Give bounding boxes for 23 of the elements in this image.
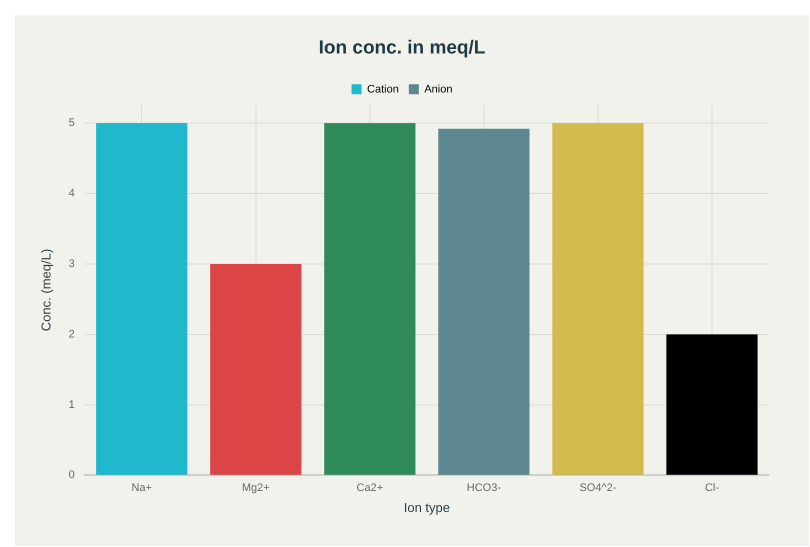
x-tick-label: Mg2+ xyxy=(242,482,270,494)
x-tick-label: SO4^2- xyxy=(579,482,617,494)
x-tick-label: Ca2+ xyxy=(356,482,384,494)
x-tick-label: Na+ xyxy=(131,482,152,494)
bar xyxy=(666,334,758,475)
y-tick-label: 4 xyxy=(68,188,75,200)
y-tick-label: 1 xyxy=(68,398,75,411)
bar xyxy=(438,128,530,475)
y-tick-label: 2 xyxy=(68,328,75,340)
bar xyxy=(96,123,188,475)
y-tick-label: 3 xyxy=(68,258,75,270)
y-tick-label: 0 xyxy=(68,469,75,482)
bar xyxy=(210,264,302,475)
x-tick-label: HCO3- xyxy=(466,482,502,494)
x-tick-label: Cl- xyxy=(704,482,720,494)
chart-title: Ion conc. in meq/L xyxy=(318,38,486,59)
y-tick-label: 5 xyxy=(68,117,75,130)
bar xyxy=(324,123,416,475)
y-axis-title: Conc. (meq/L) xyxy=(38,248,54,332)
legend-label: Anion xyxy=(424,83,452,96)
legend-label: Cation xyxy=(367,83,399,96)
bar xyxy=(552,123,644,475)
x-axis-title: Ion type xyxy=(404,500,450,515)
